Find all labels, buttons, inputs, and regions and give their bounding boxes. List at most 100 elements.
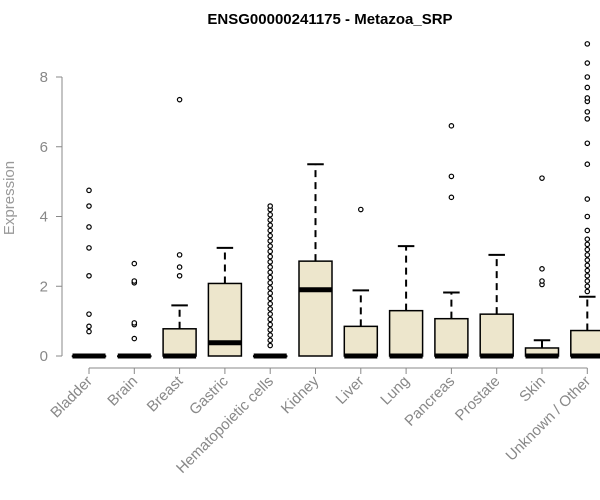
outlier-point: [584, 278, 591, 284]
outlier-point: [584, 213, 591, 220]
box-rect: [162, 328, 197, 357]
x-tick-label: Breast: [144, 372, 187, 415]
y-tick-label: 8: [40, 69, 48, 86]
outlier-point: [267, 253, 274, 260]
box-rect: [343, 325, 379, 357]
outlier-point: [448, 173, 455, 180]
x-tick-label: Lung: [377, 373, 413, 409]
chart-title: ENSG00000241175 - Metazoa_SRP: [207, 11, 452, 28]
y-tick-label: 6: [40, 139, 48, 156]
outlier-point: [267, 217, 274, 223]
outlier-point: [86, 224, 92, 230]
box-lung: [388, 245, 424, 359]
outlier-point: [584, 227, 591, 234]
outlier-point: [267, 279, 274, 286]
outlier-point: [539, 278, 545, 284]
outlier-point: [131, 278, 138, 284]
outlier-point: [584, 246, 591, 253]
outlier-point: [267, 332, 274, 338]
y-axis-label: Expression: [1, 161, 18, 235]
outlier-point: [539, 266, 545, 272]
outlier-point: [86, 203, 92, 209]
outlier-point: [176, 252, 183, 258]
outlier-point: [448, 194, 455, 201]
outlier-point: [86, 187, 92, 194]
outlier-point: [267, 232, 274, 239]
y-axis: 0 2 4 6 8: [40, 69, 63, 365]
outlier-point: [267, 227, 274, 234]
x-tick-label: Brain: [104, 373, 141, 410]
outlier-point: [357, 206, 364, 213]
outlier-point: [584, 241, 591, 248]
outlier-point: [584, 140, 591, 147]
outlier-point: [584, 236, 591, 242]
outlier-point: [584, 257, 591, 263]
x-tick-label: Bladder: [47, 373, 96, 422]
y-tick-label: 0: [40, 348, 48, 365]
outlier-point: [584, 262, 591, 269]
box-rect: [434, 317, 469, 357]
outlier-point: [267, 295, 274, 302]
outlier-point: [86, 328, 92, 335]
outlier-point: [267, 321, 274, 328]
outlier-point: [267, 300, 274, 307]
outlier-point: [86, 245, 92, 251]
box-skin: [524, 175, 560, 359]
outlier-point: [267, 222, 274, 229]
box-rect: [479, 313, 514, 357]
outlier-point: [131, 260, 138, 267]
box-liver: [343, 206, 379, 359]
outlier-point: [267, 306, 274, 312]
outlier-point: [539, 175, 545, 181]
box-unknown-other: [570, 41, 600, 359]
y-tick-label: 2: [40, 278, 48, 295]
outlier-point: [176, 264, 183, 270]
box-prostate: [479, 253, 514, 359]
outlier-point: [267, 285, 274, 291]
outlier-point: [267, 337, 274, 344]
box-series: [71, 41, 600, 359]
outlier-point: [267, 290, 274, 297]
outlier-point: [86, 323, 92, 330]
box-bladder: [71, 187, 107, 359]
outlier-point: [267, 203, 274, 209]
box-breast: [162, 96, 197, 359]
box-brain: [117, 260, 152, 359]
outlier-point: [267, 316, 274, 323]
outlier-point: [131, 320, 138, 326]
outlier-point: [131, 335, 138, 342]
outlier-point: [267, 211, 274, 218]
outlier-point: [584, 196, 591, 202]
outlier-point: [584, 252, 591, 258]
outlier-point: [584, 267, 591, 274]
outlier-point: [584, 116, 591, 122]
x-tick-label: Prostate: [452, 373, 504, 425]
box-rect: [388, 309, 424, 357]
box-rect: [298, 260, 333, 357]
outlier-point: [86, 311, 92, 317]
outlier-point: [584, 161, 591, 167]
outlier-point: [176, 272, 183, 279]
outlier-point: [267, 259, 274, 265]
outlier-point: [584, 60, 591, 66]
outlier-point: [584, 95, 591, 101]
outlier-point: [448, 123, 455, 129]
outlier-point: [86, 272, 92, 279]
outlier-point: [584, 272, 591, 279]
outlier-point: [176, 96, 183, 103]
outlier-point: [584, 288, 591, 295]
box-hematopoietic-cells: [252, 203, 288, 359]
outlier-point: [267, 311, 274, 317]
x-tick-label: Liver: [333, 373, 368, 408]
outlier-point: [584, 41, 591, 47]
outlier-point: [267, 274, 274, 281]
box-rect: [570, 329, 600, 357]
outlier-point: [267, 327, 274, 333]
box-gastric: [207, 246, 243, 357]
box-kidney: [298, 163, 333, 357]
x-tick-label: Kidney: [278, 372, 323, 417]
box-pancreas: [434, 123, 469, 359]
outlier-point: [584, 74, 591, 80]
